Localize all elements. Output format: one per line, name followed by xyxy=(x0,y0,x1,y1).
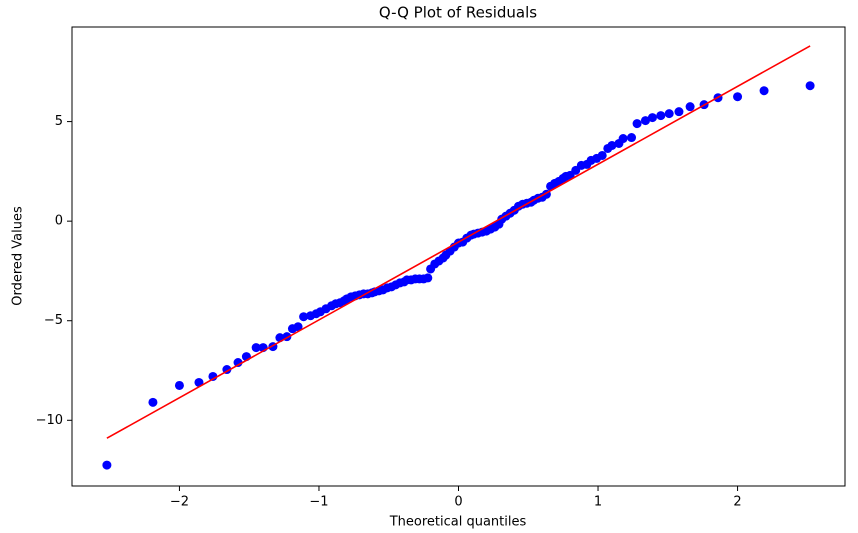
point xyxy=(805,81,815,91)
x-tick-label: 2 xyxy=(733,495,741,510)
x-tick-label: −2 xyxy=(170,495,189,510)
point xyxy=(233,358,243,368)
chart-title: Q-Q Plot of Residuals xyxy=(379,4,537,22)
point xyxy=(293,322,303,332)
point xyxy=(174,380,184,390)
point xyxy=(423,273,433,283)
point xyxy=(251,343,261,353)
point xyxy=(733,92,743,102)
point xyxy=(148,397,158,407)
plot-frame xyxy=(71,26,846,487)
point xyxy=(632,119,642,129)
point xyxy=(664,109,674,119)
y-tick-label: 5 xyxy=(55,114,63,129)
y-tick-label: −10 xyxy=(36,413,63,428)
x-tick-label: 0 xyxy=(454,495,462,510)
point xyxy=(685,102,695,112)
x-tick-label: −1 xyxy=(309,495,328,510)
point xyxy=(607,140,617,150)
y-tick-label: −5 xyxy=(44,313,63,328)
point xyxy=(759,86,769,96)
point xyxy=(208,371,218,381)
point xyxy=(627,133,637,143)
fit-line xyxy=(106,45,811,439)
point xyxy=(674,107,684,117)
point xyxy=(597,150,607,160)
point xyxy=(618,134,628,144)
point xyxy=(299,312,309,322)
y-axis-label: Ordered Values xyxy=(11,206,26,306)
point xyxy=(656,111,666,121)
point xyxy=(102,460,112,470)
x-tick-label: 1 xyxy=(594,495,602,510)
x-axis-label: Theoretical quantiles xyxy=(389,515,527,530)
point xyxy=(647,113,657,123)
point xyxy=(640,116,650,126)
y-tick-label: 0 xyxy=(55,214,63,229)
